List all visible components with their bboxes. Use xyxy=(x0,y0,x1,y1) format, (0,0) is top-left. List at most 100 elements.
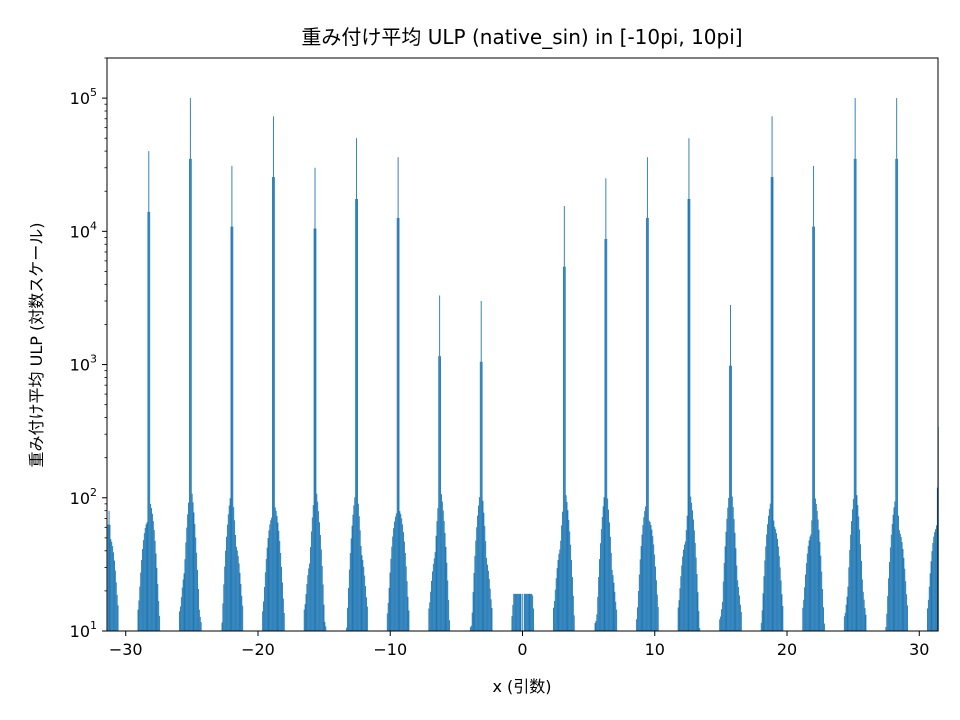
histogram-bar xyxy=(770,177,772,632)
histogram-bar xyxy=(357,198,358,631)
x-tick-label: 10 xyxy=(645,640,665,659)
histogram-bar xyxy=(934,532,936,631)
histogram-bar xyxy=(354,497,356,631)
histogram-bar xyxy=(571,559,572,631)
histogram-bar xyxy=(655,566,656,631)
histogram-bar xyxy=(553,601,555,631)
histogram-bar xyxy=(721,609,722,631)
histogram-bar xyxy=(432,563,434,631)
histogram-bar xyxy=(646,217,647,631)
histogram-bar xyxy=(888,578,890,631)
histogram-bar xyxy=(722,581,724,631)
histogram-bar xyxy=(780,580,782,631)
histogram-bar xyxy=(820,555,822,631)
x-tick-label: −20 xyxy=(241,640,275,659)
histogram-bar xyxy=(936,525,937,631)
histogram-bar xyxy=(857,505,859,631)
histogram-bar xyxy=(522,593,524,631)
histogram-bar xyxy=(572,595,574,631)
histogram-bar xyxy=(198,609,200,631)
histogram-bar xyxy=(473,573,475,631)
histogram-bar xyxy=(438,356,440,631)
histogram-bar xyxy=(760,622,762,631)
histogram-bar xyxy=(272,116,274,631)
histogram-bar xyxy=(649,522,651,631)
histogram-bar xyxy=(478,497,480,631)
histogram-bar xyxy=(195,537,197,631)
histogram-bar xyxy=(900,537,902,631)
histogram-bar xyxy=(312,505,314,631)
histogram-bar xyxy=(679,588,681,631)
histogram-bar xyxy=(848,567,850,631)
histogram-bar xyxy=(399,511,401,631)
histogram-bar xyxy=(806,553,808,631)
histogram-bar xyxy=(358,516,360,631)
histogram-bar xyxy=(487,570,489,631)
histogram-bar xyxy=(896,98,898,632)
histogram-bar xyxy=(183,573,185,631)
histogram-bar xyxy=(776,533,778,631)
histogram-bar xyxy=(862,591,864,631)
histogram-bar xyxy=(264,572,266,631)
histogram-bar xyxy=(644,511,646,631)
histogram-bar xyxy=(519,593,521,631)
histogram-bar xyxy=(804,587,806,631)
histogram-bar xyxy=(366,597,367,631)
histogram-bar xyxy=(654,554,656,631)
peak-cluster xyxy=(303,167,327,631)
histogram-bar xyxy=(272,177,273,632)
histogram-bar xyxy=(645,506,647,631)
histogram-bar xyxy=(321,566,323,631)
histogram-bar xyxy=(325,626,327,631)
histogram-bar xyxy=(609,536,611,631)
histogram-bar xyxy=(732,507,734,631)
histogram-bar xyxy=(735,548,737,631)
y-tick-label: 103 xyxy=(70,353,97,375)
histogram-bar xyxy=(885,626,887,631)
peak-cluster xyxy=(179,98,202,632)
histogram-bar xyxy=(229,498,231,631)
histogram-bar xyxy=(279,540,281,631)
histogram-bar xyxy=(803,599,805,631)
histogram-bar xyxy=(730,304,731,631)
histogram-bar xyxy=(310,547,311,631)
histogram-bar xyxy=(609,522,610,631)
histogram-bar xyxy=(766,534,768,631)
histogram-bar xyxy=(762,593,764,631)
histogram-bar xyxy=(400,514,402,631)
histogram-bar xyxy=(490,599,492,631)
histogram-bar xyxy=(401,518,403,631)
histogram-bar xyxy=(353,505,355,631)
histogram-bar xyxy=(389,572,391,631)
histogram-bar xyxy=(677,607,679,631)
histogram-bar xyxy=(237,555,239,631)
histogram-bar xyxy=(309,563,311,631)
histogram-bar xyxy=(596,614,598,631)
histogram-bar xyxy=(196,552,198,631)
histogram-bar xyxy=(607,498,609,631)
histogram-bar xyxy=(643,517,645,631)
histogram-bar xyxy=(143,533,145,631)
histogram-bar xyxy=(267,538,269,631)
histogram-bar xyxy=(431,580,432,631)
histogram-bar xyxy=(929,573,931,631)
histogram-bar xyxy=(555,578,557,631)
histogram-bar xyxy=(184,559,186,631)
histogram-bar xyxy=(563,205,565,631)
histogram-bar xyxy=(599,559,600,631)
histogram-bar xyxy=(274,507,276,631)
histogram-bar xyxy=(113,552,114,631)
histogram-bar xyxy=(151,508,152,631)
histogram-bar xyxy=(808,540,810,631)
histogram-bar xyxy=(515,593,516,631)
histogram-bar xyxy=(694,543,696,631)
histogram-bar xyxy=(112,546,114,631)
histogram-bar xyxy=(446,562,448,631)
histogram-bar xyxy=(642,525,644,631)
histogram-bar xyxy=(638,574,640,631)
histogram-bar xyxy=(696,574,698,631)
histogram-bar xyxy=(159,615,161,631)
y-tick-label: 101 xyxy=(70,619,97,641)
histogram-bar xyxy=(650,525,652,631)
